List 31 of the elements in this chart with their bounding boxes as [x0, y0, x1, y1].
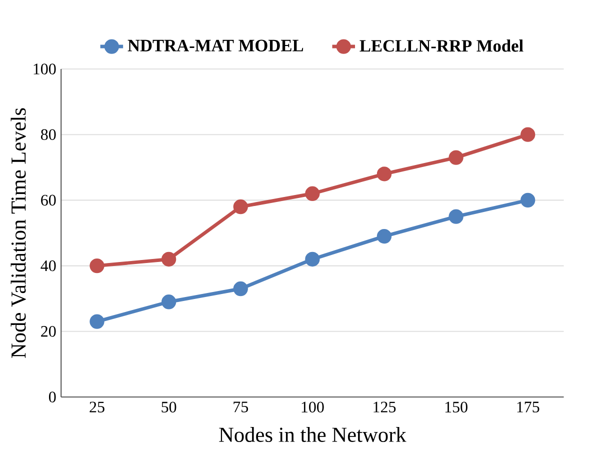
- x-axis-title: Nodes in the Network: [219, 426, 406, 442]
- x-tick-label: 100: [302, 402, 324, 412]
- x-tick-label: 50: [162, 402, 176, 412]
- y-tick-label: 20: [41, 326, 56, 337]
- point: [376, 166, 392, 182]
- legend-label: LECLLN-RRP Model: [360, 40, 524, 52]
- point: [90, 258, 104, 274]
- point: [448, 209, 464, 224]
- point: [233, 199, 248, 214]
- y-tick-label: 0: [48, 392, 56, 402]
- y-tick-label: 100: [34, 64, 56, 74]
- point: [305, 252, 320, 267]
- point: [448, 150, 464, 165]
- x-tick-label: 125: [374, 402, 396, 412]
- point: [520, 192, 536, 208]
- y-tick-label: 60: [41, 194, 56, 206]
- point: [233, 281, 248, 296]
- point: [161, 252, 176, 267]
- point: [161, 294, 176, 310]
- y-tick-label: 80: [40, 129, 56, 140]
- y-tick-label: 40: [40, 260, 56, 272]
- x-tick-label: 150: [445, 402, 468, 412]
- point: [305, 186, 320, 201]
- point: [376, 228, 392, 244]
- x-tick-label: 75: [234, 402, 248, 412]
- x-tick-label: 25: [90, 402, 104, 412]
- point: [520, 127, 536, 142]
- point: [90, 314, 104, 329]
- legend-label: NDTRA-MAT MODEL: [128, 40, 304, 52]
- x-tick-label: 175: [517, 402, 540, 412]
- y-axis-title: Node Validation Time Levels: [10, 108, 26, 358]
